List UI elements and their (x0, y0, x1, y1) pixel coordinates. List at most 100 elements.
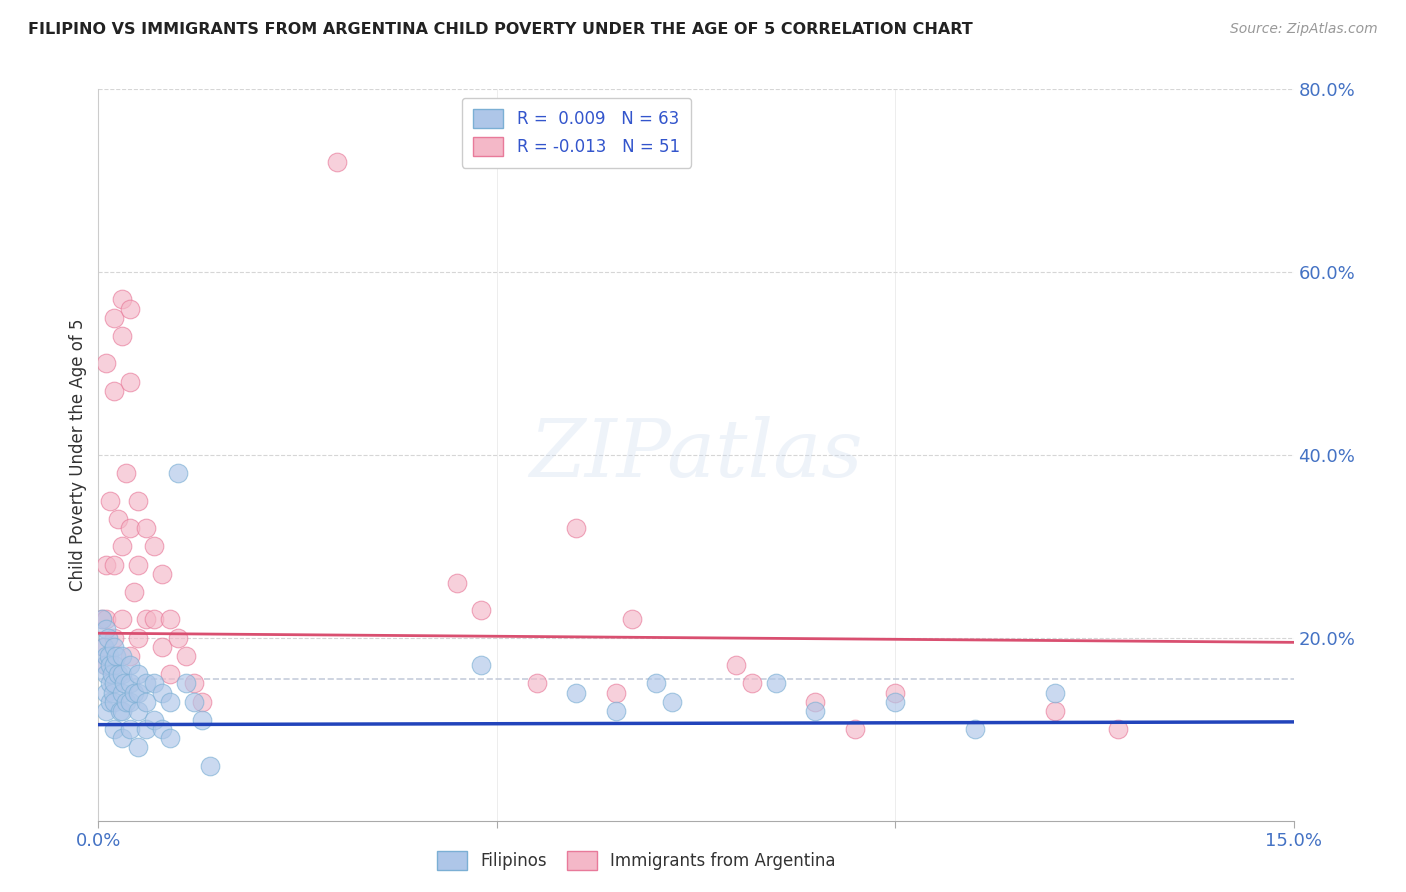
Point (98, 676, 122, 690)
Text: Source: ZipAtlas.com: Source: ZipAtlas.com (1230, 22, 1378, 37)
Point (96, 685, 118, 699)
Point (804, 704, 827, 718)
Point (124, 585, 146, 599)
Point (1043, 704, 1066, 718)
Point (183, 676, 205, 690)
Point (159, 695, 181, 709)
Point (96, 649, 118, 664)
Point (111, 704, 134, 718)
Point (96, 704, 118, 718)
Point (91, 613, 114, 627)
Text: ZIPatlas: ZIPatlas (529, 417, 863, 493)
Point (107, 512, 129, 526)
Point (120, 301, 142, 316)
Point (470, 603, 492, 617)
Point (167, 631, 190, 645)
Point (150, 685, 173, 699)
Point (565, 521, 588, 535)
Point (101, 667, 124, 681)
Point (127, 558, 149, 572)
Text: FILIPINO VS IMMIGRANTS FROM ARGENTINA CHILD POVERTY UNDER THE AGE OF 5 CORRELATI: FILIPINO VS IMMIGRANTS FROM ARGENTINA CH… (28, 22, 973, 37)
Point (150, 723, 173, 737)
Point (526, 676, 548, 690)
Point (127, 740, 149, 755)
Point (91, 613, 114, 627)
Point (963, 723, 986, 737)
Point (1043, 685, 1066, 699)
Point (103, 384, 125, 398)
Point (112, 676, 135, 690)
Point (150, 640, 173, 654)
Y-axis label: Child Poverty Under the Age of 5: Child Poverty Under the Age of 5 (69, 318, 87, 591)
Point (605, 704, 627, 718)
Point (111, 613, 134, 627)
Point (103, 658, 125, 673)
Point (127, 667, 149, 681)
Point (565, 685, 588, 699)
Point (120, 695, 142, 709)
Point (111, 539, 134, 553)
Point (124, 685, 146, 699)
Point (143, 676, 166, 690)
Point (191, 713, 214, 727)
Point (127, 631, 149, 645)
Point (120, 649, 142, 664)
Point (107, 667, 129, 681)
Point (115, 466, 138, 480)
Point (120, 375, 142, 389)
Point (326, 155, 349, 169)
Point (765, 676, 787, 690)
Point (198, 758, 221, 772)
Point (93, 640, 115, 654)
Point (135, 521, 157, 535)
Point (96, 658, 118, 673)
Point (103, 558, 125, 572)
Point (104, 649, 127, 664)
Point (159, 613, 181, 627)
Point (120, 676, 142, 690)
Point (183, 695, 205, 709)
Point (120, 521, 142, 535)
Point (191, 695, 214, 709)
Point (741, 676, 763, 690)
Point (884, 695, 907, 709)
Point (120, 658, 142, 673)
Point (1107, 723, 1129, 737)
Point (103, 310, 125, 325)
Point (96, 613, 118, 627)
Point (167, 466, 190, 480)
Point (101, 685, 124, 699)
Point (127, 704, 149, 718)
Point (103, 631, 125, 645)
Point (111, 685, 134, 699)
Point (661, 695, 683, 709)
Point (174, 649, 197, 664)
Point (103, 723, 125, 737)
Point (724, 658, 747, 673)
Point (96, 667, 118, 681)
Point (93, 640, 115, 654)
Point (143, 539, 166, 553)
Point (108, 704, 131, 718)
Point (127, 493, 149, 508)
Point (884, 685, 907, 699)
Point (111, 649, 134, 664)
Point (645, 676, 668, 690)
Point (98, 658, 122, 673)
Point (844, 723, 866, 737)
Point (174, 676, 197, 690)
Point (143, 713, 166, 727)
Point (94, 658, 117, 673)
Point (135, 613, 157, 627)
Point (115, 695, 138, 709)
Point (135, 723, 157, 737)
Legend: Filipinos, Immigrants from Argentina: Filipinos, Immigrants from Argentina (429, 842, 844, 878)
Point (103, 695, 125, 709)
Point (120, 723, 142, 737)
Point (97, 649, 120, 664)
Point (111, 329, 134, 343)
Point (98, 493, 122, 508)
Point (135, 676, 157, 690)
Point (96, 622, 118, 636)
Point (470, 658, 492, 673)
